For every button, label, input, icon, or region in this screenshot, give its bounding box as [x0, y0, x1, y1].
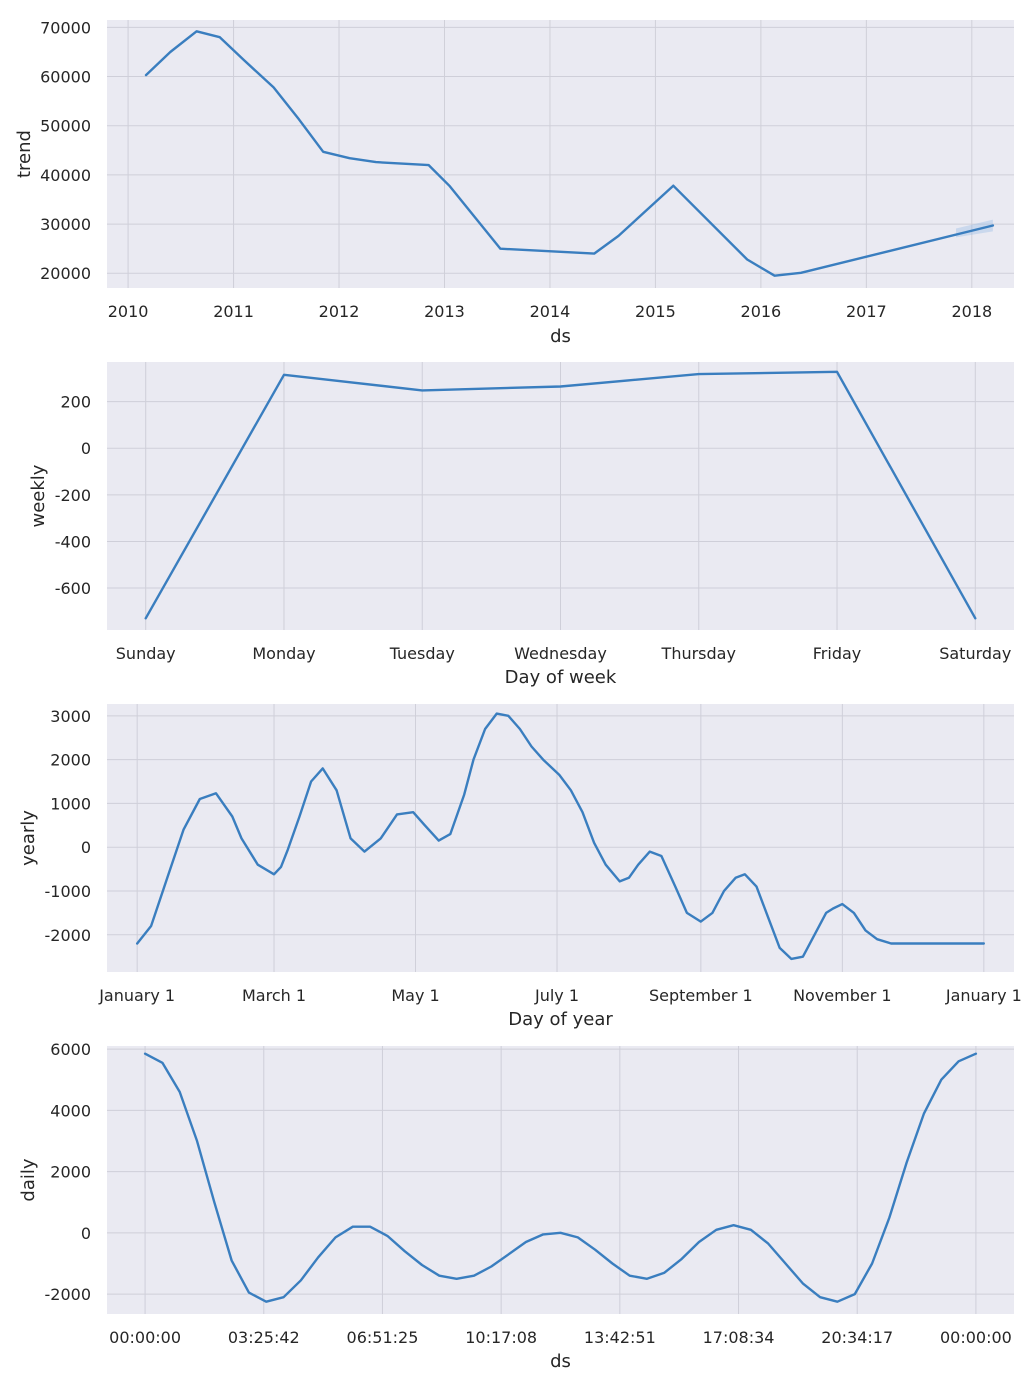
yearly-x-axis-label: Day of year — [508, 1009, 613, 1030]
weekly-y-tick-label: 0 — [81, 439, 91, 458]
trend-x-tick-label: 2017 — [846, 302, 887, 321]
trend-x-tick-label: 2010 — [108, 302, 149, 321]
weekly-x-tick-label: Wednesday — [514, 644, 607, 663]
daily-y-tick-label: -2000 — [45, 1285, 92, 1304]
yearly-series-line — [136, 712, 985, 961]
daily-panel: 00:00:00 03:25:42 06:51:25 10:17:08 13:42:51… — [18, 1040, 1014, 1372]
trend-y-tick-label: 60000 — [40, 68, 91, 87]
daily-x-tick-label: 06:51:25 — [347, 1328, 419, 1347]
yearly-y-tick-label: 1000 — [50, 794, 91, 813]
yearly-x-tick-label: January 1 — [98, 986, 175, 1005]
yearly-plot-area — [107, 704, 1014, 972]
trend-panel: 2010 2011 2012 2013 2014 2015 2016 2017 2018 2000… — [14, 18, 1014, 347]
yearly-x-tick-label: November 1 — [793, 986, 892, 1005]
trend-x-tick-label: 2018 — [951, 302, 992, 321]
yearly-panel: January 1 March 1 May 1 July 1 September 1 No… — [18, 704, 1022, 1030]
weekly-y-axis-label: weekly — [28, 464, 49, 527]
daily-y-tick-label: 6000 — [50, 1040, 91, 1059]
yearly-x-tick-label: July 1 — [534, 986, 579, 1005]
yearly-x-tick-label: May 1 — [391, 986, 439, 1005]
trend-series-line — [144, 30, 995, 277]
trend-x-axis-label: ds — [550, 326, 571, 347]
weekly-x-tick-label: Monday — [252, 644, 315, 663]
daily-plot-area — [107, 1046, 1014, 1314]
trend-x-tick-label: 2013 — [424, 302, 465, 321]
trend-plot-area — [107, 20, 1014, 288]
daily-series-line — [143, 1052, 978, 1303]
daily-x-tick-label: 00:00:00 — [940, 1328, 1012, 1347]
daily-y-tick-label: 2000 — [50, 1163, 91, 1182]
daily-x-tick-label: 17:08:34 — [703, 1328, 775, 1347]
weekly-x-tick-label: Thursday — [661, 644, 736, 663]
yearly-x-tick-label: September 1 — [649, 986, 753, 1005]
yearly-y-axis-label: yearly — [18, 810, 39, 866]
weekly-x-tick-label: Tuesday — [389, 644, 455, 663]
yearly-y-tick-label: 3000 — [50, 707, 91, 726]
daily-x-tick-label: 20:34:17 — [821, 1328, 893, 1347]
trend-y-tick-label: 70000 — [40, 18, 91, 37]
yearly-y-tick-label: 0 — [81, 838, 91, 857]
trend-x-tick-label: 2016 — [741, 302, 782, 321]
weekly-x-tick-label: Saturday — [939, 644, 1011, 663]
daily-y-tick-label: 0 — [81, 1224, 91, 1243]
trend-x-tick-label: 2015 — [635, 302, 676, 321]
yearly-y-tick-label: -1000 — [45, 882, 92, 901]
weekly-x-axis-label: Day of week — [505, 667, 617, 688]
daily-x-tick-label: 13:42:51 — [584, 1328, 656, 1347]
weekly-y-tick-label: -600 — [55, 579, 91, 598]
yearly-y-tick-label: 2000 — [50, 751, 91, 770]
yearly-x-tick-label: March 1 — [242, 986, 306, 1005]
weekly-y-tick-label: 200 — [60, 393, 91, 412]
trend-y-axis-label: trend — [14, 130, 35, 178]
trend-x-tick-label: 2014 — [530, 302, 571, 321]
daily-x-tick-label: 03:25:42 — [228, 1328, 300, 1347]
weekly-series-line — [144, 370, 977, 620]
trend-x-tick-label: 2012 — [319, 302, 360, 321]
yearly-y-tick-label: -2000 — [45, 926, 92, 945]
trend-x-tick-label: 2011 — [213, 302, 254, 321]
trend-y-tick-label: 40000 — [40, 166, 91, 185]
trend-y-tick-label: 30000 — [40, 215, 91, 234]
weekly-y-tick-label: -200 — [55, 486, 91, 505]
daily-y-tick-label: 4000 — [50, 1101, 91, 1120]
yearly-x-tick-label: January 1 — [945, 986, 1022, 1005]
daily-x-tick-label: 00:00:00 — [109, 1328, 181, 1347]
weekly-x-tick-label: Friday — [813, 644, 862, 663]
weekly-x-tick-label: Sunday — [116, 644, 176, 663]
trend-y-tick-label: 50000 — [40, 117, 91, 136]
daily-y-axis-label: daily — [18, 1158, 39, 1201]
daily-x-tick-label: 10:17:08 — [465, 1328, 537, 1347]
trend-y-tick-label: 20000 — [40, 264, 91, 283]
daily-x-axis-label: ds — [550, 1351, 571, 1372]
weekly-y-tick-label: -400 — [55, 532, 91, 551]
weekly-panel: Sunday Monday Tuesday Wednesday Thursday Frid… — [28, 362, 1014, 688]
